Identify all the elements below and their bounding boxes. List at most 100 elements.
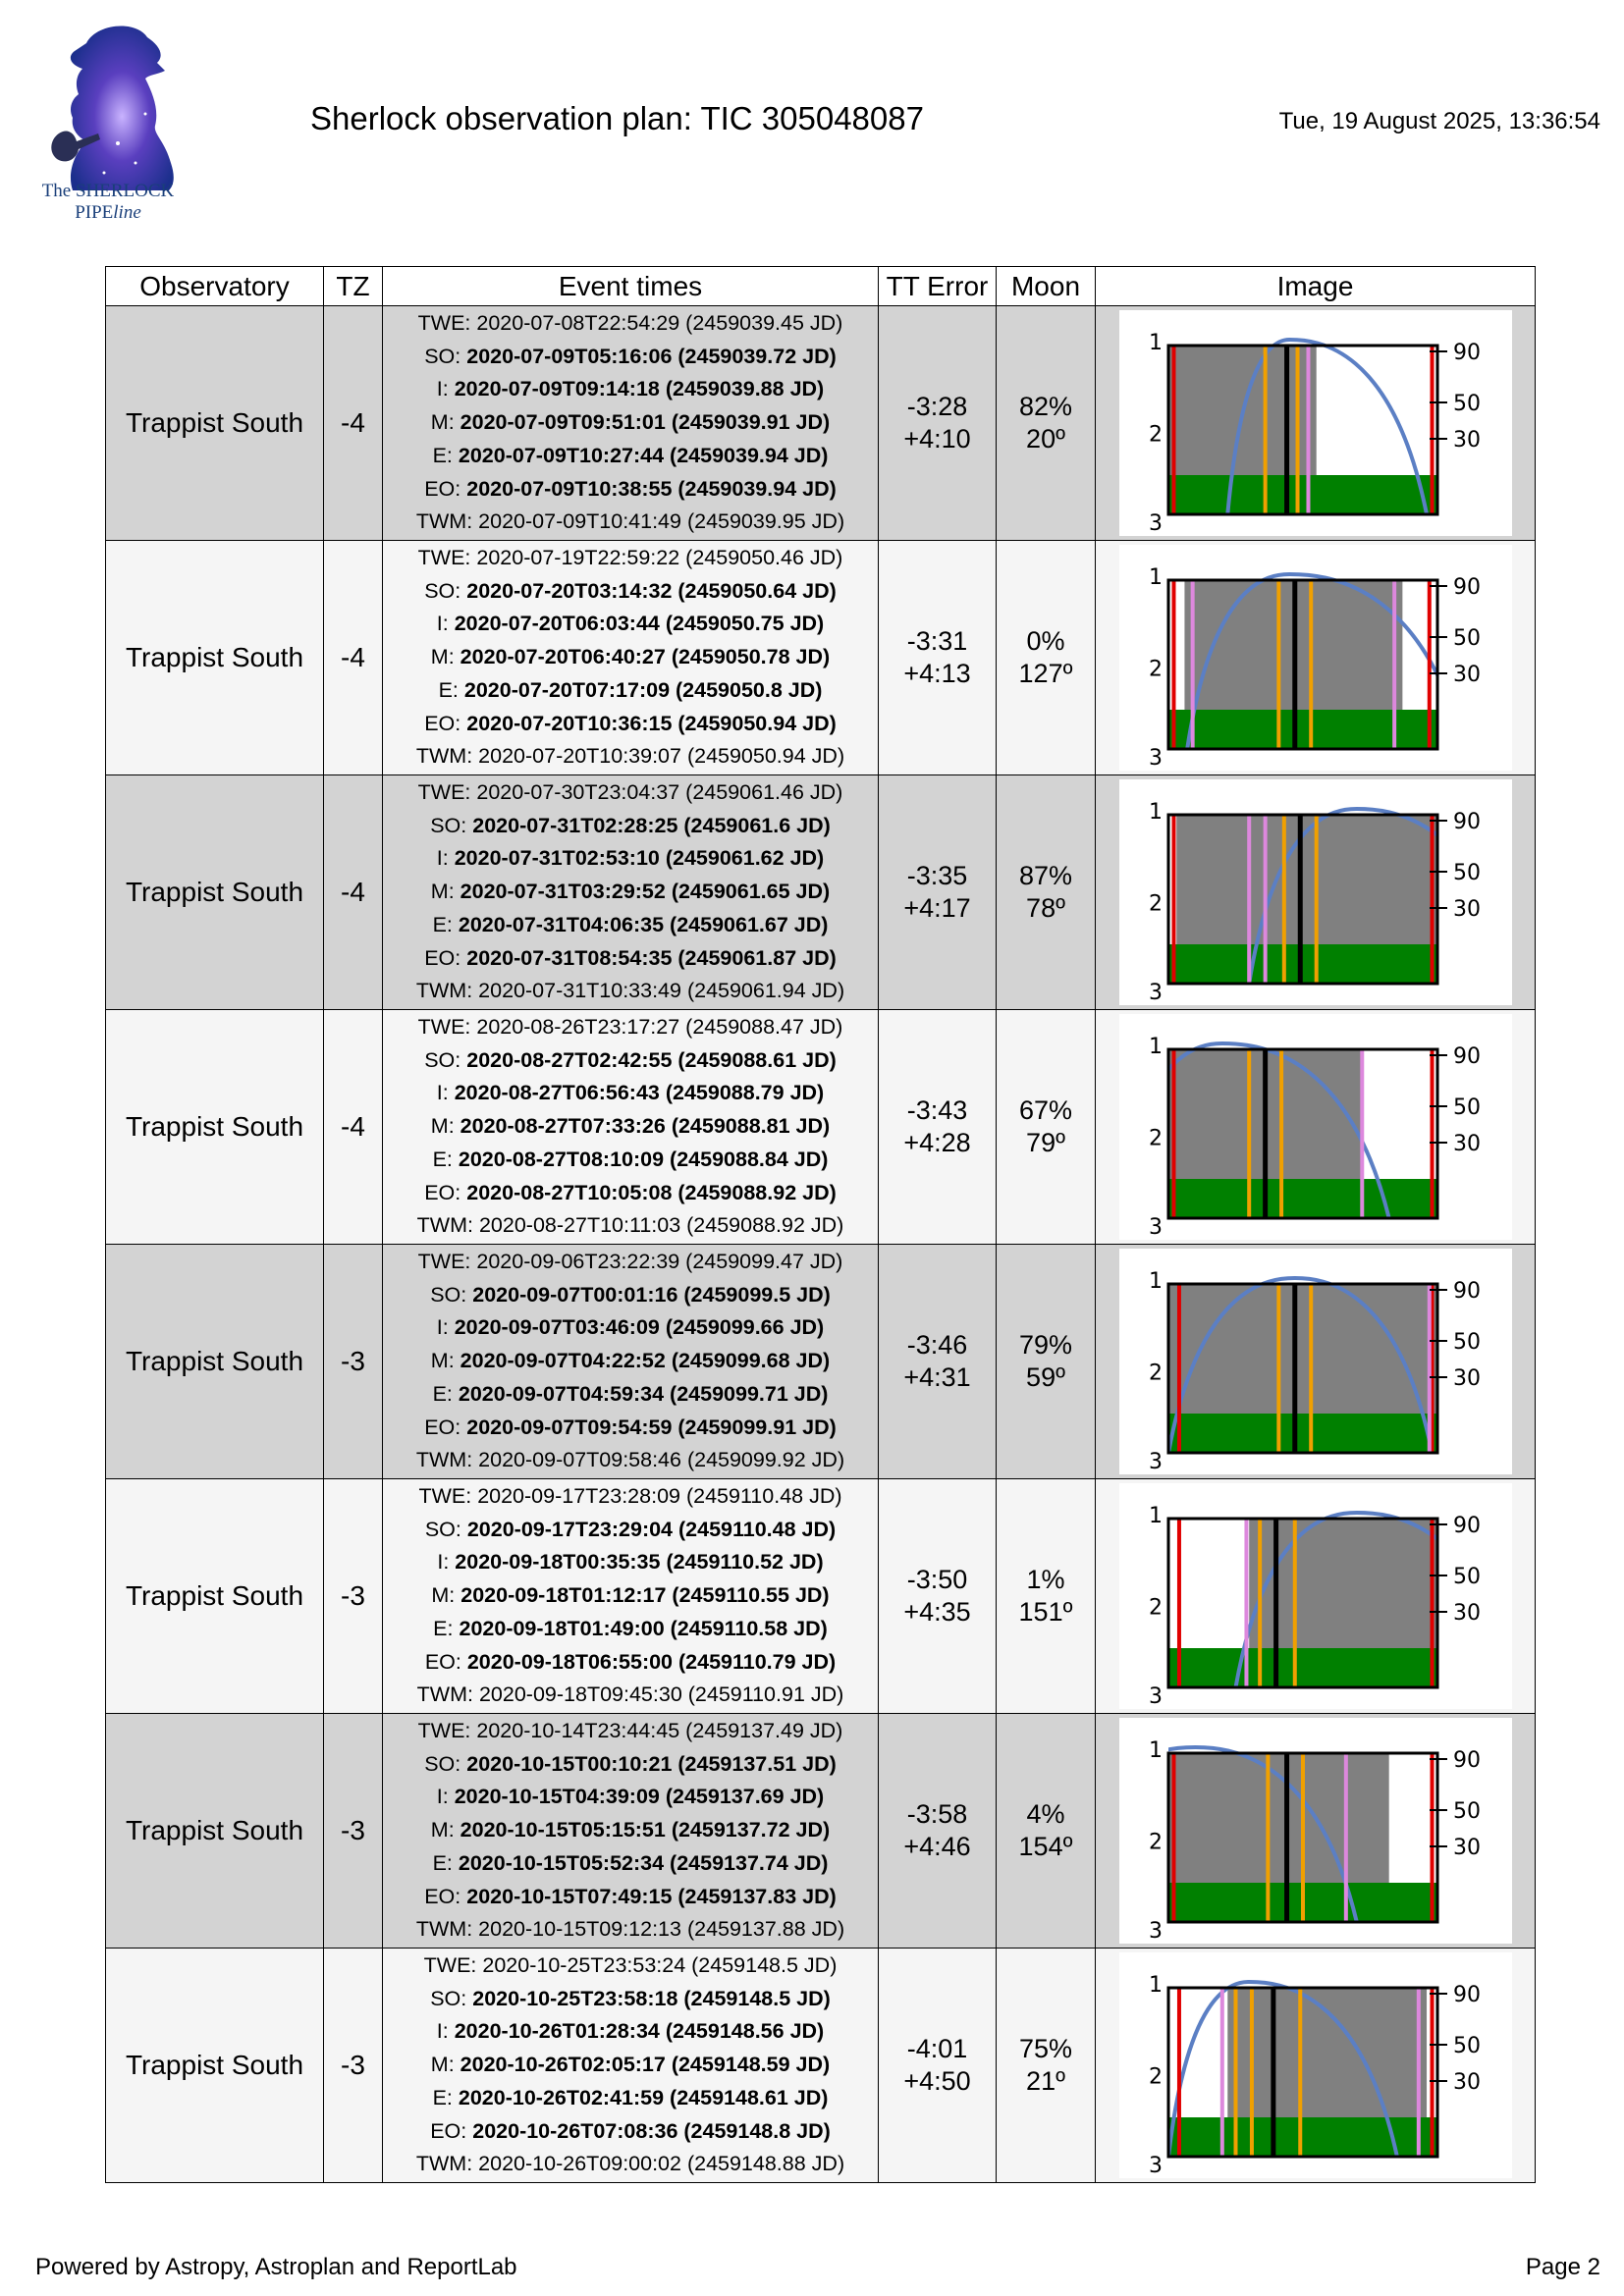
- event-value: 2020-07-09T05:16:06 (2459039.72 JD): [466, 344, 837, 368]
- event-label: SO:: [430, 1282, 467, 1307]
- event-label: TWE:: [418, 1483, 472, 1508]
- plot-frame: [1166, 1751, 1438, 1924]
- event-value: 2020-07-20T10:36:15 (2459050.94 JD): [466, 711, 837, 735]
- tt-error-minus: -3:46: [906, 1330, 968, 1360]
- event-line: M: 2020-09-18T01:12:17 (2459110.55 JD): [383, 1579, 878, 1613]
- tt-error-plus: +4:13: [903, 659, 971, 688]
- timezone-cell: -3: [323, 1713, 383, 1949]
- event-value: 2020-10-26T07:08:36 (2459148.8 JD): [472, 2118, 831, 2143]
- event-label: I:: [436, 1315, 449, 1340]
- event-label: E:: [432, 912, 453, 936]
- observation-plan-table: Observatory TZ Event times TT Error Moon…: [105, 266, 1536, 2183]
- event-line: E: 2020-10-26T02:41:59 (2459148.61 JD): [383, 2082, 878, 2115]
- event-times-cell: TWE: 2020-07-30T23:04:37 (2459061.46 JD)…: [382, 774, 879, 1010]
- event-times-cell: TWE: 2020-07-19T22:59:22 (2459050.46 JD)…: [382, 540, 879, 775]
- visibility-plot: 1 2 3 90 50 30: [1118, 310, 1512, 536]
- right-tick-label: 90: [1453, 575, 1481, 600]
- moon-cell: 75% 21º: [996, 1948, 1096, 2183]
- event-line: I: 2020-07-31T02:53:10 (2459061.62 JD): [383, 842, 878, 876]
- event-label: M:: [430, 880, 455, 904]
- event-value: 2020-09-07T09:58:46 (2459099.92 JD): [478, 1448, 845, 1472]
- event-label: E:: [432, 2085, 453, 2109]
- timezone-cell: -4: [323, 1009, 383, 1245]
- event-value: 2020-10-15T07:49:15 (2459137.83 JD): [466, 1884, 837, 1908]
- event-value: 2020-09-18T09:45:30 (2459110.91 JD): [478, 1682, 844, 1707]
- plot-margin-left: [1118, 1014, 1168, 1240]
- plot-margin-left: [1118, 1249, 1168, 1474]
- left-tick-label: 3: [1149, 1215, 1163, 1240]
- tt-error-minus: -3:31: [906, 626, 968, 656]
- event-value: 2020-08-27T10:05:08 (2459088.92 JD): [466, 1180, 837, 1204]
- event-value: 2020-10-15T05:52:34 (2459137.74 JD): [458, 1850, 829, 1875]
- event-value: 2020-09-07T04:59:34 (2459099.71 JD): [458, 1381, 829, 1406]
- table-header-row: Observatory TZ Event times TT Error Moon…: [105, 266, 1536, 306]
- moon-distance: 78º: [1026, 893, 1065, 923]
- event-value: 2020-07-31T08:54:35 (2459061.87 JD): [466, 945, 837, 970]
- event-line: M: 2020-10-26T02:05:17 (2459148.59 JD): [383, 2049, 878, 2082]
- plot-margin-right: [1436, 545, 1512, 771]
- event-line: SO: 2020-09-07T00:01:16 (2459099.5 JD): [383, 1279, 878, 1312]
- header-observatory: Observatory: [105, 266, 324, 306]
- left-tick-label: 1: [1149, 800, 1163, 825]
- right-tick-label: 30: [1453, 1132, 1481, 1156]
- event-line: E: 2020-09-07T04:59:34 (2459099.71 JD): [383, 1378, 878, 1412]
- event-label: SO:: [424, 1517, 461, 1541]
- event-line: M: 2020-07-09T09:51:01 (2459039.91 JD): [383, 406, 878, 440]
- event-label: E:: [433, 1616, 454, 1640]
- event-value: 2020-10-25T23:58:18 (2459148.5 JD): [472, 1986, 831, 2010]
- event-line: SO: 2020-10-15T00:10:21 (2459137.51 JD): [383, 1748, 878, 1782]
- logo-line-1: The SHERLOCK: [41, 181, 175, 201]
- left-tick-label: 3: [1149, 1684, 1163, 1709]
- event-value: 2020-10-26T09:00:02 (2459148.88 JD): [478, 2152, 845, 2176]
- left-tick-label: 1: [1149, 1035, 1163, 1059]
- event-label: I:: [436, 1785, 449, 1809]
- event-value: 2020-07-31T02:53:10 (2459061.62 JD): [454, 846, 825, 871]
- event-line: TWE: 2020-10-14T23:44:45 (2459137.49 JD): [383, 1715, 878, 1748]
- timezone-cell: -3: [323, 1948, 383, 2183]
- event-line: SO: 2020-10-25T23:58:18 (2459148.5 JD): [383, 1983, 878, 2016]
- event-label: E:: [432, 443, 453, 467]
- plot-margin-right: [1436, 1483, 1512, 1709]
- plot-margin-left: [1118, 545, 1168, 771]
- right-tick-label: 50: [1453, 2034, 1481, 2058]
- event-line: TWM: 2020-09-07T09:58:46 (2459099.92 JD): [383, 1444, 878, 1477]
- moon-cell: 82% 20º: [996, 305, 1096, 541]
- image-cell: 1 2 3 90 50 30: [1095, 305, 1536, 541]
- event-label: TWE:: [417, 545, 471, 569]
- event-times-cell: TWE: 2020-10-25T23:53:24 (2459148.5 JD) S…: [382, 1948, 879, 2183]
- event-line: TWM: 2020-07-20T10:39:07 (2459050.94 JD): [383, 740, 878, 774]
- footer-credits: Powered by Astropy, Astroplan and Report…: [35, 2254, 517, 2280]
- moon-distance: 79º: [1026, 1128, 1065, 1157]
- right-tick-label: 50: [1453, 392, 1481, 416]
- right-tick-label: 50: [1453, 861, 1481, 885]
- event-label: EO:: [424, 945, 461, 970]
- event-line: I: 2020-09-18T00:35:35 (2459110.52 JD): [383, 1546, 878, 1579]
- moon-illumination: 4%: [1026, 1799, 1065, 1829]
- left-tick-label: 2: [1149, 891, 1163, 916]
- image-cell: 1 2 3 90 50 30: [1095, 1009, 1536, 1245]
- logo-wordmark: The SHERLOCK PIPEline: [20, 181, 196, 224]
- tt-error-minus: -3:43: [906, 1095, 968, 1125]
- event-line: SO: 2020-07-31T02:28:25 (2459061.6 JD): [383, 810, 878, 843]
- event-value: 2020-07-09T09:51:01 (2459039.91 JD): [460, 410, 831, 435]
- event-line: EO: 2020-07-31T08:54:35 (2459061.87 JD): [383, 942, 878, 976]
- event-label: EO:: [424, 1649, 461, 1674]
- event-line: M: 2020-10-15T05:15:51 (2459137.72 JD): [383, 1814, 878, 1847]
- visibility-plot: 1 2 3 90 50 30: [1118, 1483, 1512, 1709]
- event-value: 2020-10-15T05:15:51 (2459137.72 JD): [460, 1818, 831, 1842]
- right-tick-label: 30: [1453, 1366, 1481, 1391]
- event-value: 2020-07-09T10:38:55 (2459039.94 JD): [466, 476, 837, 501]
- event-times-cell: TWE: 2020-09-17T23:28:09 (2459110.48 JD)…: [382, 1478, 879, 1714]
- plot-frame: [1166, 1986, 1438, 2159]
- tt-error-plus: +4:10: [903, 424, 971, 454]
- event-line: E: 2020-07-31T04:06:35 (2459061.67 JD): [383, 909, 878, 942]
- plot-margin-right: [1436, 1952, 1512, 2178]
- table-row: Trappist South -4 TWE: 2020-07-08T22:54:29…: [105, 305, 1536, 541]
- visibility-plot: 1 2 3 90 50 30: [1118, 1718, 1512, 1944]
- timezone-cell: -4: [323, 540, 383, 775]
- left-tick-label: 1: [1149, 1738, 1163, 1763]
- moon-illumination: 87%: [1018, 861, 1073, 890]
- event-times-cell: TWE: 2020-09-06T23:22:39 (2459099.47 JD)…: [382, 1244, 879, 1479]
- left-tick-label: 1: [1149, 1973, 1163, 1998]
- event-value: 2020-09-18T06:55:00 (2459110.79 JD): [466, 1649, 837, 1674]
